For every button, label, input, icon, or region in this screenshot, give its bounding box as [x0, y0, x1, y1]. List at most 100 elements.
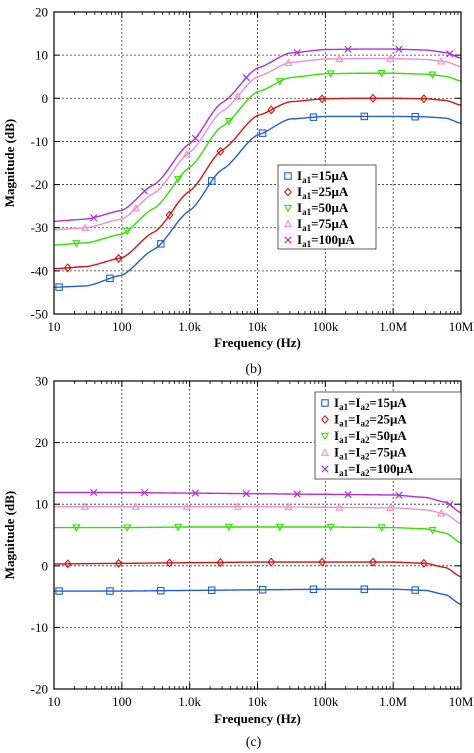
- series-line: [54, 57, 461, 231]
- data-point: [395, 491, 403, 499]
- data-point: [267, 557, 276, 567]
- data-point: [293, 48, 301, 57]
- data-point: [446, 500, 454, 509]
- y-tick-label: -40: [31, 263, 48, 278]
- data-point: [428, 526, 437, 535]
- data-point: [386, 503, 395, 512]
- y-tick-label: -50: [31, 307, 48, 322]
- series-1: [54, 585, 461, 606]
- data-point: [309, 113, 318, 121]
- y-tick-label: 20: [35, 5, 48, 20]
- series-line: [54, 526, 461, 544]
- y-tick-label: 10: [35, 48, 48, 63]
- legend-label: Ia1=25μA: [297, 184, 349, 201]
- data-point: [233, 502, 242, 510]
- y-tick-label: -10: [31, 134, 48, 149]
- data-point: [224, 523, 234, 532]
- data-point: [123, 524, 132, 532]
- y-tick-label: 20: [35, 435, 48, 450]
- series-5: [54, 45, 461, 222]
- data-point: [55, 283, 63, 291]
- legend-marker: [284, 172, 292, 180]
- data-point: [326, 70, 335, 78]
- x-tick-label: 1.0k: [178, 694, 201, 709]
- data-point: [174, 175, 183, 184]
- data-point: [90, 214, 98, 222]
- x-tick-label: 10M: [449, 319, 474, 334]
- plot-frame: [53, 380, 462, 690]
- data-point: [191, 134, 200, 142]
- series-group: [54, 488, 461, 606]
- data-point: [419, 94, 428, 104]
- data-point: [335, 503, 344, 511]
- y-tick-label: -10: [31, 620, 48, 635]
- data-point: [114, 558, 123, 568]
- data-point: [114, 253, 123, 263]
- plot-frame: [53, 11, 462, 315]
- legend-entry: Ia1=Ia2=50μA: [320, 428, 407, 445]
- y-tick-label: 10: [35, 497, 48, 512]
- y-axis-label: Magnitude (dB): [2, 491, 17, 579]
- data-point: [63, 263, 72, 273]
- y-tick-label: 0: [42, 91, 49, 106]
- x-tick-label: 100: [112, 694, 132, 709]
- plot-area: [54, 12, 461, 314]
- chart-panel-b: 10 100 1.0k 10k 100k 1.0M 10M -50 -40 -30 -20 -10 0 1…: [2, 5, 474, 378]
- data-point: [242, 490, 250, 498]
- legend-entry: Ia1=50μA: [283, 200, 349, 217]
- data-point: [395, 45, 403, 53]
- x-tick-label: 10M: [449, 694, 474, 709]
- legend-entry: Ia1=Ia2=15μA: [321, 395, 407, 412]
- data-point: [157, 240, 165, 248]
- legend-entry: Ia1=Ia2=75μA: [320, 445, 407, 462]
- legend-marker: [320, 432, 330, 441]
- data-point: [157, 586, 165, 595]
- data-point: [377, 70, 386, 78]
- data-point: [80, 502, 90, 510]
- x-tick-label: 1.0M: [379, 319, 407, 334]
- data-point: [216, 146, 225, 156]
- series-group: [54, 45, 461, 291]
- legend-label: Ia1=Ia2=100μA: [334, 461, 414, 478]
- y-tick-label: -20: [31, 682, 48, 697]
- series-line: [54, 115, 461, 288]
- legend-label: Ia1=Ia2=75μA: [334, 445, 407, 462]
- legend-entry: Ia1=100μA: [284, 232, 355, 249]
- data-point: [293, 490, 301, 498]
- series-3: [54, 70, 461, 248]
- series-3: [54, 523, 461, 544]
- data-point: [309, 585, 318, 594]
- y-tick-label: 30: [35, 374, 48, 389]
- legend-marker: [321, 465, 329, 473]
- grid: [54, 381, 461, 689]
- legend-entry: Ia1=15μA: [284, 168, 349, 185]
- data-point: [411, 112, 419, 121]
- legend-label: Ia1=100μA: [297, 232, 355, 249]
- series-line: [54, 72, 461, 246]
- data-point: [284, 58, 293, 67]
- legend-marker: [284, 187, 292, 197]
- legend-marker: [284, 236, 292, 244]
- data-point: [140, 489, 149, 497]
- x-tick-label: 100k: [312, 694, 339, 709]
- data-point: [233, 92, 242, 100]
- data-point: [191, 489, 200, 497]
- series-5: [54, 488, 461, 514]
- x-axis-label: Frequency (Hz): [214, 711, 301, 726]
- data-point: [63, 559, 72, 569]
- x-axis-label: Frequency (Hz): [214, 335, 301, 350]
- chart-panel-c: 10 100 1.0k 10k 100k 1.0M 10M -20 -10 0 10 20 30 Freq…: [2, 374, 474, 751]
- data-point: [411, 586, 419, 594]
- x-tick-label: 100: [112, 319, 132, 334]
- legend-entry: Ia1=25μA: [284, 184, 349, 201]
- data-point: [335, 54, 344, 63]
- data-point: [360, 112, 369, 121]
- data-point: [326, 523, 335, 532]
- data-point: [90, 488, 98, 497]
- data-point: [386, 54, 395, 62]
- series-4: [54, 54, 461, 232]
- legend-marker: [321, 414, 329, 425]
- y-tick-label: 0: [42, 558, 49, 573]
- legend-label: Ia1=Ia2=50μA: [334, 428, 407, 445]
- x-tick-label: 10k: [248, 694, 268, 709]
